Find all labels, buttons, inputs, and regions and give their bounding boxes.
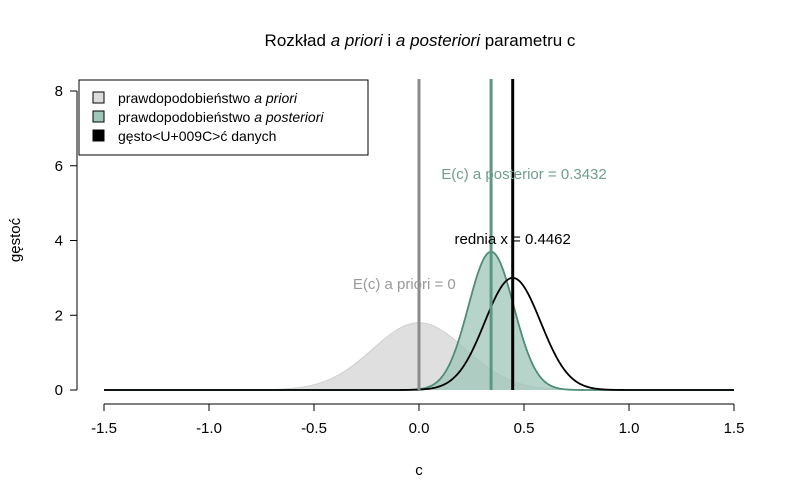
legend-swatch-prior bbox=[92, 91, 105, 104]
title-part-4: a posteriori bbox=[396, 31, 481, 50]
x-tick-label-1: -1.5 bbox=[91, 420, 117, 437]
y-tick-label-3: 4 bbox=[55, 233, 63, 250]
chart-title: Rozkład a priori i a posteriori parametr… bbox=[265, 31, 576, 50]
title-part-3: i bbox=[383, 31, 396, 50]
x-axis-label: c bbox=[415, 462, 423, 479]
annotation-2: rednia x = 0.4462 bbox=[455, 231, 571, 248]
title-part-1: Rozkład bbox=[265, 31, 331, 50]
x-tick-label-3: -0.5 bbox=[301, 420, 327, 437]
axes: -1.5 -1.0 -0.5 0.0 0.5 1.0 1.5 0 2 4 6 8 bbox=[55, 83, 745, 437]
legend-swatch-posterior bbox=[92, 110, 105, 123]
x-tick-label-6: 1.0 bbox=[619, 420, 640, 437]
x-tick-label-7: 1.5 bbox=[724, 420, 745, 437]
annotation-1: E(c) a posterior = 0.3432 bbox=[441, 166, 607, 183]
y-tick-label-2: 2 bbox=[55, 307, 63, 324]
legend-label-prior: prawdopodobieństwo a priori bbox=[118, 90, 298, 106]
legend-label-data: gęsto<U+009C>ć danych bbox=[118, 128, 276, 144]
y-tick-label-5: 8 bbox=[55, 83, 63, 100]
x-tick-label-4: 0.0 bbox=[409, 420, 430, 437]
mean-lines bbox=[417, 79, 515, 390]
legend-swatch-data bbox=[92, 129, 105, 142]
title-part-5: parametru c bbox=[480, 31, 576, 50]
x-tick-label-2: -1.0 bbox=[196, 420, 222, 437]
y-tick-label-1: 0 bbox=[55, 382, 63, 399]
y-tick-label-4: 6 bbox=[55, 158, 63, 175]
y-axis-label: gęstoć bbox=[7, 217, 24, 262]
annotation-3: E(c) a priori = 0 bbox=[353, 276, 456, 293]
legend: prawdopodobieństwo a priori prawdopodobi… bbox=[78, 79, 369, 156]
legend-label-posterior: prawdopodobieństwo a posteriori bbox=[118, 109, 324, 125]
title-part-2: a priori bbox=[331, 31, 384, 50]
legend-box bbox=[78, 79, 369, 156]
x-tick-label-5: 0.5 bbox=[514, 420, 535, 437]
annotations: E(c) a posterior = 0.3432 rednia x = 0.44… bbox=[353, 166, 607, 293]
